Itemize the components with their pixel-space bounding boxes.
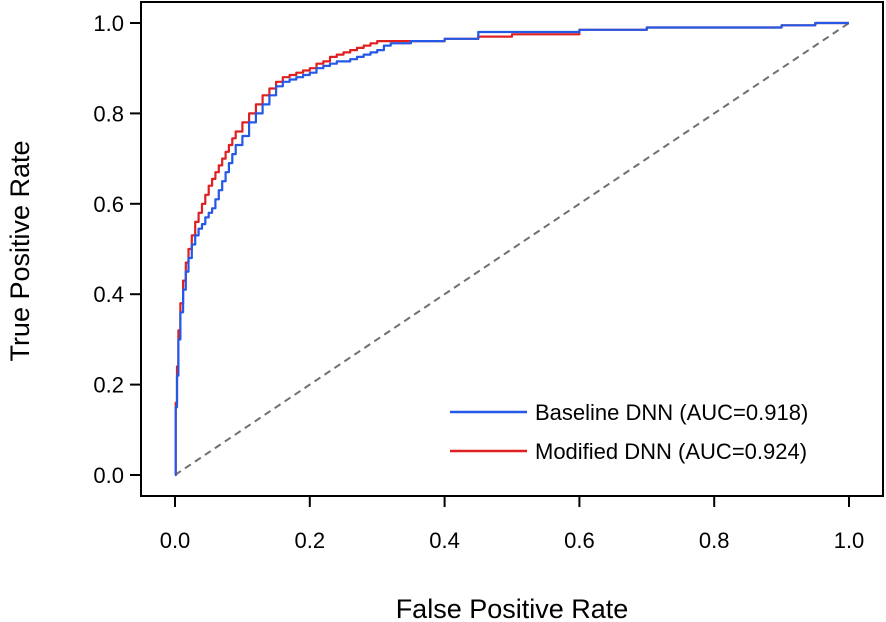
x-tick-label-4: 0.8 [699,528,730,553]
diagonal-reference-line [174,22,850,476]
y-axis-title: True Positive Rate [5,140,35,361]
x-tick-label-2: 0.4 [429,528,460,553]
ticks-layer: 0.0 0.2 0.4 0.6 0.8 1.0 0.0 0.2 0.4 0.6 0.8 1.0 [93,11,864,553]
y-tick-label-1: 0.2 [93,373,124,398]
legend-label-modified: Modified DNN (AUC=0.924) [535,439,807,464]
y-tick-label-2: 0.4 [93,282,124,307]
lines-layer [174,21,850,477]
x-tick-label-0: 0.0 [160,528,191,553]
legend-label-baseline: Baseline DNN (AUC=0.918) [535,400,808,425]
x-axis-title: False Positive Rate [396,594,629,622]
roc-curve-baseline [174,21,849,477]
plot-frame [140,1,884,497]
x-tick-label-3: 0.6 [564,528,595,553]
x-tick-label-5: 1.0 [834,528,865,553]
y-tick-label-5: 1.0 [93,11,124,36]
x-tick-label-1: 0.2 [295,528,326,553]
y-tick-label-3: 0.6 [93,192,124,217]
y-tick-label-4: 0.8 [93,101,124,126]
legend: Baseline DNN (AUC=0.918) Modified DNN (A… [450,400,808,464]
y-tick-label-0: 0.0 [93,463,124,488]
